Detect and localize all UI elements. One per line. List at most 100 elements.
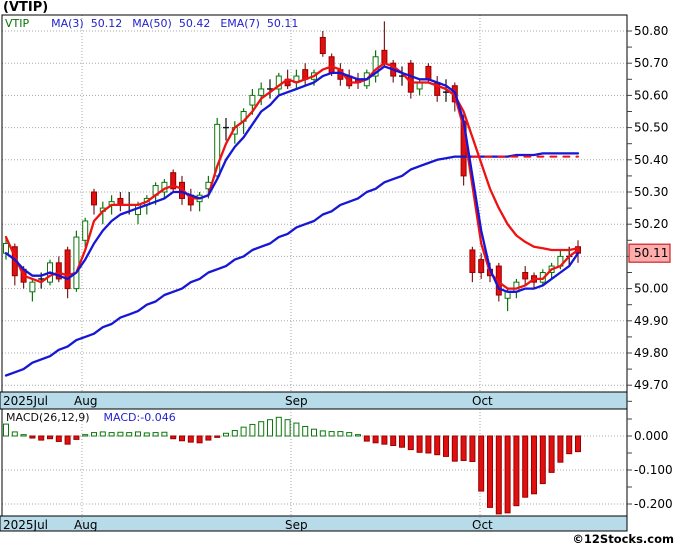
candle-down (319, 36, 326, 55)
price-tick-label: 50.50 (634, 121, 668, 135)
macd-bar (20, 434, 27, 437)
month-label: Sep (285, 518, 308, 532)
month-label: Aug (74, 394, 97, 408)
page-title: (VTIP) (3, 0, 49, 15)
candle-down (381, 49, 388, 64)
macd-tick-label: -0.100 (634, 463, 673, 477)
macd-bar (372, 435, 379, 444)
macd-bar (47, 435, 53, 440)
price-tick-label: 50.40 (634, 153, 668, 167)
price-tick-label: 49.80 (634, 346, 668, 360)
month-label: Oct (472, 394, 493, 408)
candle-up (29, 281, 36, 293)
macd-bar (443, 435, 449, 457)
macd-bar (293, 422, 300, 437)
macd-bar (531, 435, 537, 495)
candle-down (64, 249, 71, 290)
macd-bar (478, 435, 485, 492)
macd-bar (407, 435, 414, 451)
ma3-line (4, 62, 580, 290)
candle-down (469, 249, 476, 274)
macd-bar (460, 435, 467, 461)
overlay-line (453, 94, 580, 252)
macd-bar (161, 431, 168, 437)
price-tick-label: 50.70 (634, 56, 668, 70)
macd-bar (126, 432, 133, 437)
macd-panel-frame (1, 408, 628, 517)
legend-item-label: MA(50) (132, 17, 172, 30)
macd-bar (319, 430, 326, 437)
legend-symbol: VTIP (5, 17, 30, 30)
ema7-line (4, 65, 580, 293)
price-panel-frame (1, 14, 628, 393)
macd-bar (311, 428, 317, 437)
price-tick-label: 49.90 (634, 314, 668, 328)
candle-up (82, 220, 89, 241)
macd-bar (539, 435, 546, 485)
candle-down (478, 259, 485, 273)
macd-bar (38, 435, 45, 441)
macd-bar (346, 432, 353, 437)
macd-bar (117, 431, 124, 437)
price-tick-label: 50.80 (634, 24, 668, 38)
macd-bar (504, 435, 511, 514)
legend-item-label: EMA(7) (220, 17, 260, 30)
macd-legend-value: MACD:-0.046 (103, 411, 176, 424)
macd-bar (557, 435, 564, 463)
month-label: Sep (285, 394, 308, 408)
macd-bar (451, 435, 458, 462)
month-label: 2025Jul (3, 518, 48, 532)
legend-item-value: 50.11 (266, 17, 299, 30)
macd-bar (548, 435, 555, 473)
legend-item-value: 50.12 (90, 17, 123, 30)
candle-down (170, 172, 177, 190)
macd-bar (363, 435, 370, 442)
candle-up (73, 236, 80, 290)
price-tick-label: 50.60 (634, 88, 668, 102)
legend-item-value: 50.42 (178, 17, 211, 30)
macd-bar (575, 435, 581, 453)
month-label: Oct (472, 518, 493, 532)
price-tick-label: 49.70 (634, 378, 668, 392)
candle-up (258, 88, 265, 96)
macd-bar (425, 435, 432, 454)
macd-tick-label: -0.200 (634, 497, 673, 511)
macd-bar (29, 435, 36, 439)
macd-legend: MACD(26,12,9) MACD:-0.046 (6, 411, 176, 424)
candle-down (425, 65, 432, 80)
macd-bar (3, 423, 9, 437)
macd-bar (99, 431, 106, 437)
macd-bar (73, 435, 80, 440)
macd-bar (91, 432, 97, 437)
price-tick-label: 50.00 (634, 282, 668, 296)
macd-bar (355, 434, 361, 437)
macd-bar (82, 434, 89, 437)
macd-bar (522, 435, 529, 498)
macd-bar (240, 426, 247, 437)
month-label: Aug (74, 518, 97, 532)
macd-bar (328, 431, 335, 437)
candle-up (3, 243, 9, 254)
price-tick-label: 50.20 (634, 217, 668, 231)
candle-down (91, 191, 97, 206)
macd-bar (135, 431, 141, 437)
macd-bar (187, 435, 194, 443)
macd-bar (170, 435, 177, 440)
macd-bar (399, 435, 405, 448)
candle-up (214, 123, 221, 177)
macd-bar (284, 419, 291, 437)
macd-bar (434, 435, 441, 456)
candle-down (55, 262, 62, 280)
price-tick-label: 50.30 (634, 185, 668, 199)
copyright: ©12Stocks.com (572, 532, 674, 546)
macd-bar (275, 416, 282, 437)
macd-bar (223, 432, 229, 437)
macd-bar (566, 435, 573, 455)
macd-bar (469, 435, 476, 462)
ma50-line (4, 152, 580, 377)
macd-bar (337, 431, 344, 437)
macd-bar (11, 431, 18, 437)
